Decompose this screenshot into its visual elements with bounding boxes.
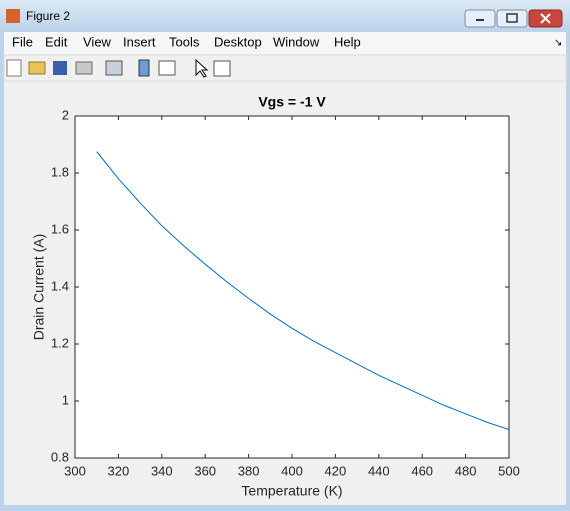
property-icon[interactable] xyxy=(213,60,231,77)
y-tick-label: 0.8 xyxy=(51,449,69,464)
x-tick-label: 400 xyxy=(281,463,303,478)
plot-area xyxy=(75,116,509,458)
legend-icon[interactable] xyxy=(158,60,176,76)
menu-arrow: ↘ xyxy=(554,38,562,49)
menu-item[interactable]: Window xyxy=(273,34,320,49)
menu-item[interactable]: Edit xyxy=(45,34,68,49)
menu-item[interactable]: Help xyxy=(334,34,361,49)
open-icon[interactable] xyxy=(28,61,46,75)
x-tick-label: 440 xyxy=(368,463,390,478)
menu-bar xyxy=(4,32,566,54)
print-icon[interactable] xyxy=(75,61,93,75)
link-icon[interactable] xyxy=(105,60,123,76)
x-tick-label: 460 xyxy=(411,463,433,478)
menu-item[interactable]: View xyxy=(83,34,112,49)
colorbar-icon[interactable] xyxy=(138,59,150,77)
minimize-button[interactable] xyxy=(464,9,496,28)
y-tick-label: 2 xyxy=(62,107,69,122)
x-tick-label: 500 xyxy=(498,463,520,478)
y-tick-label: 1.6 xyxy=(51,221,69,236)
x-tick-label: 320 xyxy=(108,463,130,478)
close-icon xyxy=(540,13,551,24)
x-tick-label: 340 xyxy=(151,463,173,478)
new-icon[interactable] xyxy=(6,59,22,77)
y-tick-label: 1.8 xyxy=(51,164,69,179)
maximize-button[interactable] xyxy=(496,9,528,28)
maximize-icon xyxy=(506,13,518,23)
x-tick-label: 420 xyxy=(325,463,347,478)
save-icon[interactable] xyxy=(53,61,67,75)
chart-title: Vgs = -1 V xyxy=(258,94,326,110)
y-tick-label: 1.4 xyxy=(51,278,69,293)
menu-item[interactable]: Insert xyxy=(123,34,156,49)
x-tick-label: 300 xyxy=(64,463,86,478)
y-tick-label: 1 xyxy=(62,392,69,407)
menu-item[interactable]: Desktop xyxy=(214,34,262,49)
window-title: Figure 2 xyxy=(26,9,70,23)
toolbar-icons xyxy=(6,58,231,78)
y-tick-label: 1.2 xyxy=(51,335,69,350)
pointer-icon[interactable] xyxy=(195,58,209,78)
x-axis-label: Temperature (K) xyxy=(241,483,342,499)
x-tick-label: 380 xyxy=(238,463,260,478)
data-line xyxy=(96,151,510,430)
menu-item[interactable]: File xyxy=(12,34,33,49)
x-tick-label: 480 xyxy=(455,463,477,478)
x-tick-label: 360 xyxy=(194,463,216,478)
minimize-icon xyxy=(476,19,484,21)
menu-item[interactable]: Tools xyxy=(169,34,200,49)
app-icon xyxy=(6,9,20,23)
axes-box xyxy=(74,115,510,459)
y-axis-label: Drain Current (A) xyxy=(31,234,47,341)
toolbar xyxy=(3,54,567,82)
